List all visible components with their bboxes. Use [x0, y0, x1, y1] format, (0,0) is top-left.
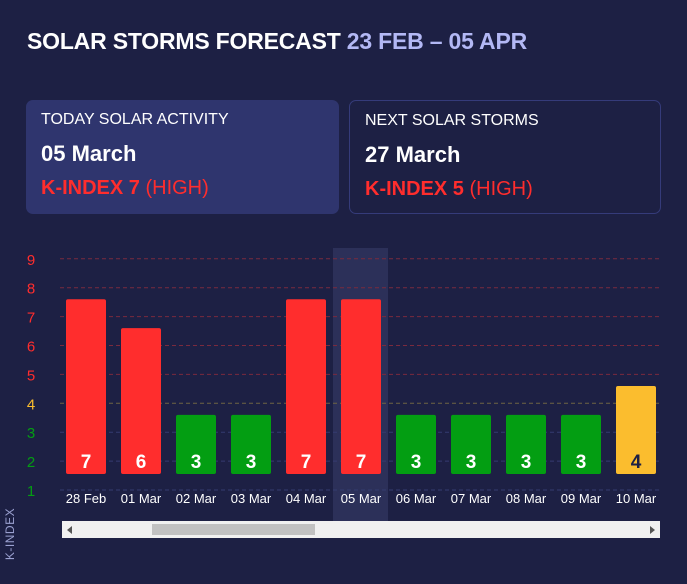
card-date: 27 March	[365, 142, 461, 167]
bar-value-label: 6	[136, 452, 147, 473]
chart-scrollbar[interactable]	[62, 521, 660, 538]
bar-value-label: 3	[521, 452, 532, 473]
bar-value-label: 3	[576, 452, 587, 473]
bar-value-label: 3	[246, 452, 257, 473]
kindex-level: (HIGH)	[469, 178, 533, 200]
today-activity-card: TODAY SOLAR ACTIVITY 05 March K-INDEX 7 …	[26, 100, 339, 214]
card-kindex: K-INDEX 7 (HIGH)	[41, 177, 324, 200]
title-text: SOLAR STORMS FORECAST	[27, 28, 341, 54]
bar-value-label: 4	[631, 452, 642, 473]
y-tick-label: 7	[27, 310, 35, 327]
y-axis-title: K-INDEX	[3, 507, 17, 561]
bar-value-label: 3	[466, 452, 477, 473]
y-tick-label: 2	[27, 454, 35, 471]
x-tick-label: 01 Mar	[121, 491, 162, 506]
x-tick-label: 07 Mar	[451, 491, 492, 506]
bar	[121, 328, 161, 474]
y-tick-label: 4	[27, 396, 35, 413]
card-kindex: K-INDEX 5 (HIGH)	[365, 178, 645, 201]
bar-value-label: 7	[81, 452, 92, 473]
bar	[616, 385, 656, 474]
y-tick-label: 9	[27, 252, 35, 269]
x-tick-label: 04 Mar	[286, 491, 327, 506]
x-tick-label: 10 Mar	[616, 491, 657, 506]
bar	[231, 414, 271, 474]
next-storms-card: NEXT SOLAR STORMS 27 March K-INDEX 5 (HI…	[349, 100, 661, 214]
bar	[176, 414, 216, 474]
bar-value-label: 3	[411, 452, 422, 473]
y-tick-label: 6	[27, 339, 35, 356]
y-tick-label: 5	[27, 367, 35, 384]
scroll-right-icon[interactable]	[650, 526, 655, 534]
bar	[451, 414, 491, 474]
x-tick-label: 05 Mar	[341, 491, 382, 506]
x-tick-label: 28 Feb	[66, 491, 106, 506]
bar	[506, 414, 546, 474]
card-date: 05 March	[41, 141, 137, 166]
bar-value-label: 7	[301, 452, 312, 473]
scroll-left-icon[interactable]	[67, 526, 72, 534]
bar	[66, 299, 106, 474]
y-axis-label: K-INDEX	[0, 505, 20, 565]
bar	[561, 414, 601, 474]
bar	[396, 414, 436, 474]
y-tick-label: 8	[27, 281, 35, 298]
card-label: TODAY SOLAR ACTIVITY	[41, 111, 229, 128]
bar-value-label: 3	[191, 452, 202, 473]
x-tick-label: 06 Mar	[396, 491, 437, 506]
bar	[341, 299, 381, 474]
x-tick-label: 08 Mar	[506, 491, 547, 506]
bar-value-label: 7	[356, 452, 367, 473]
date-range: 23 FEB – 05 APR	[346, 28, 527, 54]
bar	[286, 299, 326, 474]
x-tick-label: 09 Mar	[561, 491, 602, 506]
kindex-value: K-INDEX 5	[365, 178, 464, 200]
card-label: NEXT SOLAR STORMS	[365, 112, 539, 129]
y-tick-label: 1	[27, 483, 35, 500]
x-tick-label: 02 Mar	[176, 491, 217, 506]
y-tick-label: 3	[27, 425, 35, 442]
x-tick-label: 03 Mar	[231, 491, 272, 506]
page-title: SOLAR STORMS FORECAST 23 FEB – 05 APR	[27, 28, 527, 55]
scrollbar-thumb[interactable]	[151, 524, 315, 535]
kindex-level: (HIGH)	[145, 177, 209, 199]
kindex-value: K-INDEX 7	[41, 177, 140, 199]
